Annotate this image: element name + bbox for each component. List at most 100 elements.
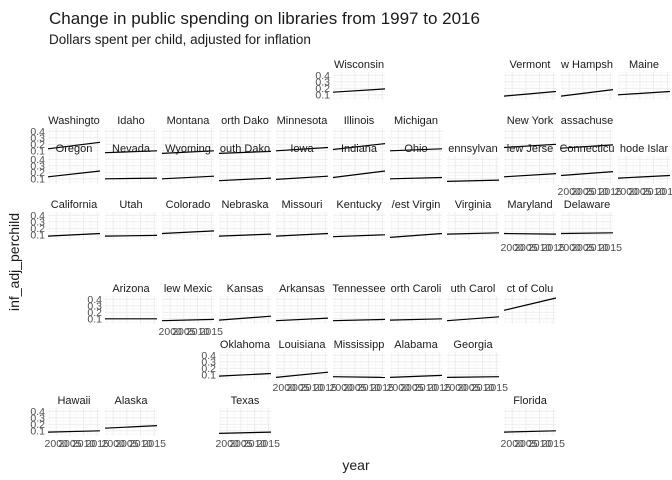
x-tick-label: 2010: [357, 382, 381, 394]
series-line: [47, 430, 101, 433]
series-line: [503, 297, 557, 311]
facet-grid: [333, 296, 385, 324]
x-tick-label: 2000: [387, 382, 411, 394]
facet-strip-label: orth Dako: [221, 115, 269, 127]
x-tick-label: 2010: [528, 438, 552, 450]
facet-panel: ennsylvan: [446, 143, 500, 184]
series-line: [218, 431, 272, 434]
facet-grid: [162, 156, 214, 184]
facet-panel: assachuse: [560, 115, 614, 156]
x-tick-label: 2015: [200, 326, 224, 338]
x-tick-label: 2010: [129, 438, 153, 450]
facet-grid: [219, 128, 271, 156]
x-tick-label: 2010: [186, 326, 210, 338]
facet-strip-label: assachuse: [561, 115, 614, 127]
x-tick-label: 2010: [300, 382, 324, 394]
series-line: [47, 170, 101, 178]
series-line: [275, 232, 329, 237]
x-tick-label: 2015: [257, 438, 281, 450]
y-tick-label: 0.2: [201, 363, 216, 375]
series-line: [332, 318, 386, 322]
series-line: [104, 177, 158, 180]
facet-grid: [333, 156, 385, 184]
series-line: [47, 141, 101, 150]
y-tick-label: 0.2: [30, 419, 45, 431]
x-tick-label: 2005: [115, 438, 139, 450]
facet-strip-label: Wisconsin: [334, 59, 384, 71]
facet-strip-label: Indiana: [341, 143, 378, 155]
facet-strip-label: Montana: [167, 115, 211, 127]
y-tick-label: 0.1: [30, 173, 45, 185]
series-line: [332, 170, 386, 179]
facet-panel: Utah: [104, 199, 158, 240]
y-tick-label: 0.4: [30, 406, 45, 418]
facet-strip-label: Missouri: [282, 199, 323, 211]
x-tick-label: 2005: [58, 438, 82, 450]
x-axis-title: year: [342, 457, 370, 473]
facet-strip-label: lew Mexic: [164, 283, 213, 295]
facet-strip-label: Mississipp: [334, 339, 385, 351]
facet-strip-label: Washingto: [48, 115, 100, 127]
series-line: [218, 315, 272, 321]
series-line: [560, 144, 614, 149]
facet-grid: [105, 212, 157, 240]
facet-grid: [48, 128, 100, 156]
facet-panel: Nevada: [104, 143, 158, 184]
facet-panel: Ohio: [389, 143, 443, 184]
facet-strip-label: Colorado: [166, 199, 211, 211]
x-tick-label: 2005: [457, 382, 481, 394]
facet-grid: [219, 408, 271, 436]
facet-grid: [276, 352, 328, 380]
y-tick-label: 0.1: [30, 229, 45, 241]
facet-strip-label: Iowa: [290, 143, 314, 155]
y-tick-label: 0.3: [87, 300, 102, 312]
facet-panel: Iowa: [275, 143, 329, 184]
facet-grid: [48, 212, 100, 240]
facet-grid: [333, 72, 385, 100]
y-tick-label: 0.2: [315, 83, 330, 95]
x-tick-label: 2010: [642, 186, 666, 198]
facet-grid: [276, 128, 328, 156]
y-tick-label: 0.3: [30, 160, 45, 172]
facet-grid: [219, 212, 271, 240]
facet-strip-label: Kansas: [227, 283, 264, 295]
facet-panel: Illinois: [332, 115, 386, 156]
x-tick-label: 2015: [143, 438, 167, 450]
x-tick-label: 2000: [45, 438, 69, 450]
y-tick-label: 0.2: [30, 139, 45, 151]
facet-grid: [504, 212, 556, 240]
y-tick-label: 0.3: [30, 412, 45, 424]
facet-strip-label: Alabama: [394, 339, 438, 351]
series-line: [503, 232, 557, 235]
facet-strip-label: California: [51, 199, 98, 211]
series-line: [389, 176, 443, 180]
facet-strip-label: Vermont: [510, 59, 551, 71]
series-line: [617, 174, 671, 179]
facet-panel: orth Caroli: [389, 283, 443, 324]
series-line: [275, 317, 329, 322]
facet-strip-label: Virginia: [455, 199, 492, 211]
facet-grid: [504, 296, 556, 324]
chart-title: Change in public spending on libraries f…: [49, 9, 480, 28]
series-line: [218, 177, 272, 182]
x-tick-label: 2005: [571, 186, 595, 198]
facet-grid: [105, 408, 157, 436]
x-tick-label: 2010: [414, 382, 438, 394]
y-tick-label: 0.1: [30, 425, 45, 437]
facet-strip-label: Tennessee: [332, 283, 385, 295]
x-tick-label: 2000: [330, 382, 354, 394]
y-tick-label: 0.1: [315, 89, 330, 101]
y-tick-label: 0.4: [30, 154, 45, 166]
x-tick-label: 2005: [514, 438, 538, 450]
x-tick-label: 2010: [243, 438, 267, 450]
x-tick-label: 2005: [286, 382, 310, 394]
facet-strip-label: Kentucky: [336, 199, 382, 211]
x-tick-label: 2015: [542, 438, 566, 450]
